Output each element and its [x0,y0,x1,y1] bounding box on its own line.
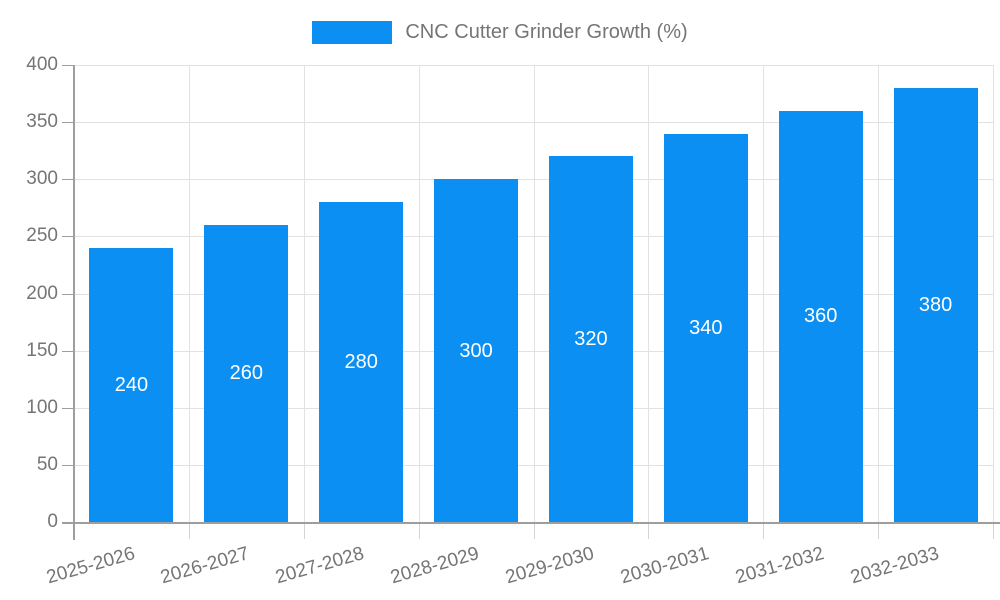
y-axis-tick [62,407,74,409]
legend-label: CNC Cutter Grinder Growth (%) [405,21,688,43]
x-tick-label: 2029-2030 [503,543,597,589]
x-axis-tick [188,522,190,539]
y-axis-tick [62,179,74,181]
y-tick-label: 100 [26,396,58,418]
x-axis-tick [303,522,305,539]
gridline-vertical [878,65,880,522]
y-tick-label: 50 [36,453,58,475]
y-tick-label: 0 [47,511,58,532]
gridline-vertical [648,65,650,522]
bar[interactable] [204,224,289,522]
x-axis-line [62,522,1000,524]
x-axis-tick [533,522,535,539]
y-axis-tick [62,293,74,295]
bar-value-label: 260 [229,362,263,385]
y-axis-line [73,65,75,540]
bar[interactable] [893,87,978,522]
y-tick-label: 250 [26,225,58,247]
bar-value-label: 360 [804,305,838,328]
y-axis-tick [62,122,74,124]
bar-value-label: 240 [114,373,149,396]
y-tick-label: 300 [26,168,58,190]
bar[interactable] [319,202,404,522]
x-tick-label: 2032-2033 [847,543,942,589]
x-tick-label: 2031-2032 [733,543,827,589]
x-axis-tick [993,522,994,539]
x-axis-tick [878,522,880,539]
bar-value-label: 300 [459,339,493,362]
y-axis-tick [62,464,74,466]
gridline-vertical [533,65,535,522]
x-tick-label: 2027-2028 [273,543,367,589]
y-tick-label: 150 [26,339,58,361]
gridline-vertical [188,65,190,522]
bar-value-label: 340 [689,316,723,339]
gridline-vertical [993,65,994,522]
y-axis-tick [62,236,74,238]
bar[interactable] [548,156,633,522]
y-tick-label: 350 [26,111,58,133]
bar-value-label: 320 [574,328,608,351]
y-tick-label: 200 [26,282,58,304]
bar[interactable] [778,110,863,522]
gridline-vertical [763,65,765,522]
x-tick-label: 2025-2026 [43,543,137,589]
legend[interactable]: CNC Cutter Grinder Growth (%) [0,21,1000,44]
x-tick-label: 2026-2027 [158,543,252,589]
bar-value-label: 280 [344,351,378,374]
y-axis-tick [62,350,74,352]
x-tick-label: 2028-2029 [388,543,482,589]
x-axis-tick [648,522,650,539]
bar[interactable] [89,247,174,522]
bar[interactable] [434,179,519,522]
y-axis-tick [62,65,74,66]
gridline-vertical [303,65,305,522]
y-tick-label: 400 [26,54,58,75]
gridline-vertical [418,65,420,522]
bar-value-label: 380 [918,293,953,316]
legend-swatch [312,21,393,44]
x-axis-tick [418,522,420,539]
x-tick-label: 2030-2031 [618,543,712,589]
x-axis-tick [763,522,765,539]
bar[interactable] [663,133,748,522]
